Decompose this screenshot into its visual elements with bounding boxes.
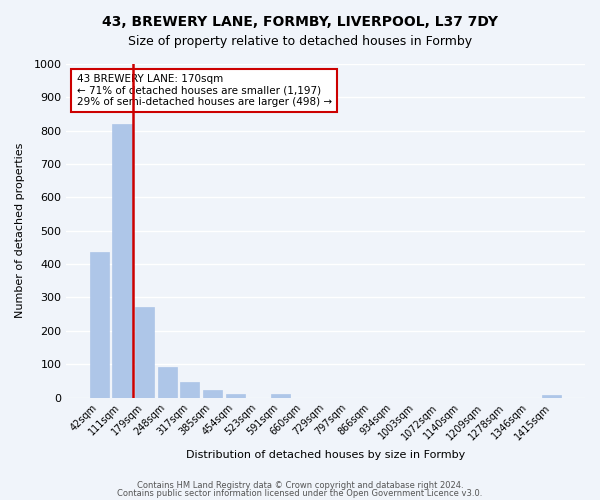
Bar <box>226 394 245 398</box>
Bar <box>271 394 290 398</box>
Bar <box>542 395 562 398</box>
Bar <box>203 390 222 398</box>
Text: Size of property relative to detached houses in Formby: Size of property relative to detached ho… <box>128 35 472 48</box>
Y-axis label: Number of detached properties: Number of detached properties <box>15 143 25 318</box>
Bar <box>158 366 177 398</box>
Bar <box>90 252 109 398</box>
Bar <box>180 382 199 398</box>
Text: 43 BREWERY LANE: 170sqm
← 71% of detached houses are smaller (1,197)
29% of semi: 43 BREWERY LANE: 170sqm ← 71% of detache… <box>77 74 332 107</box>
Text: 43, BREWERY LANE, FORMBY, LIVERPOOL, L37 7DY: 43, BREWERY LANE, FORMBY, LIVERPOOL, L37… <box>102 15 498 29</box>
X-axis label: Distribution of detached houses by size in Formby: Distribution of detached houses by size … <box>186 450 465 460</box>
Bar <box>112 124 131 398</box>
Text: Contains HM Land Registry data © Crown copyright and database right 2024.: Contains HM Land Registry data © Crown c… <box>137 481 463 490</box>
Text: Contains public sector information licensed under the Open Government Licence v3: Contains public sector information licen… <box>118 488 482 498</box>
Bar <box>135 308 154 398</box>
